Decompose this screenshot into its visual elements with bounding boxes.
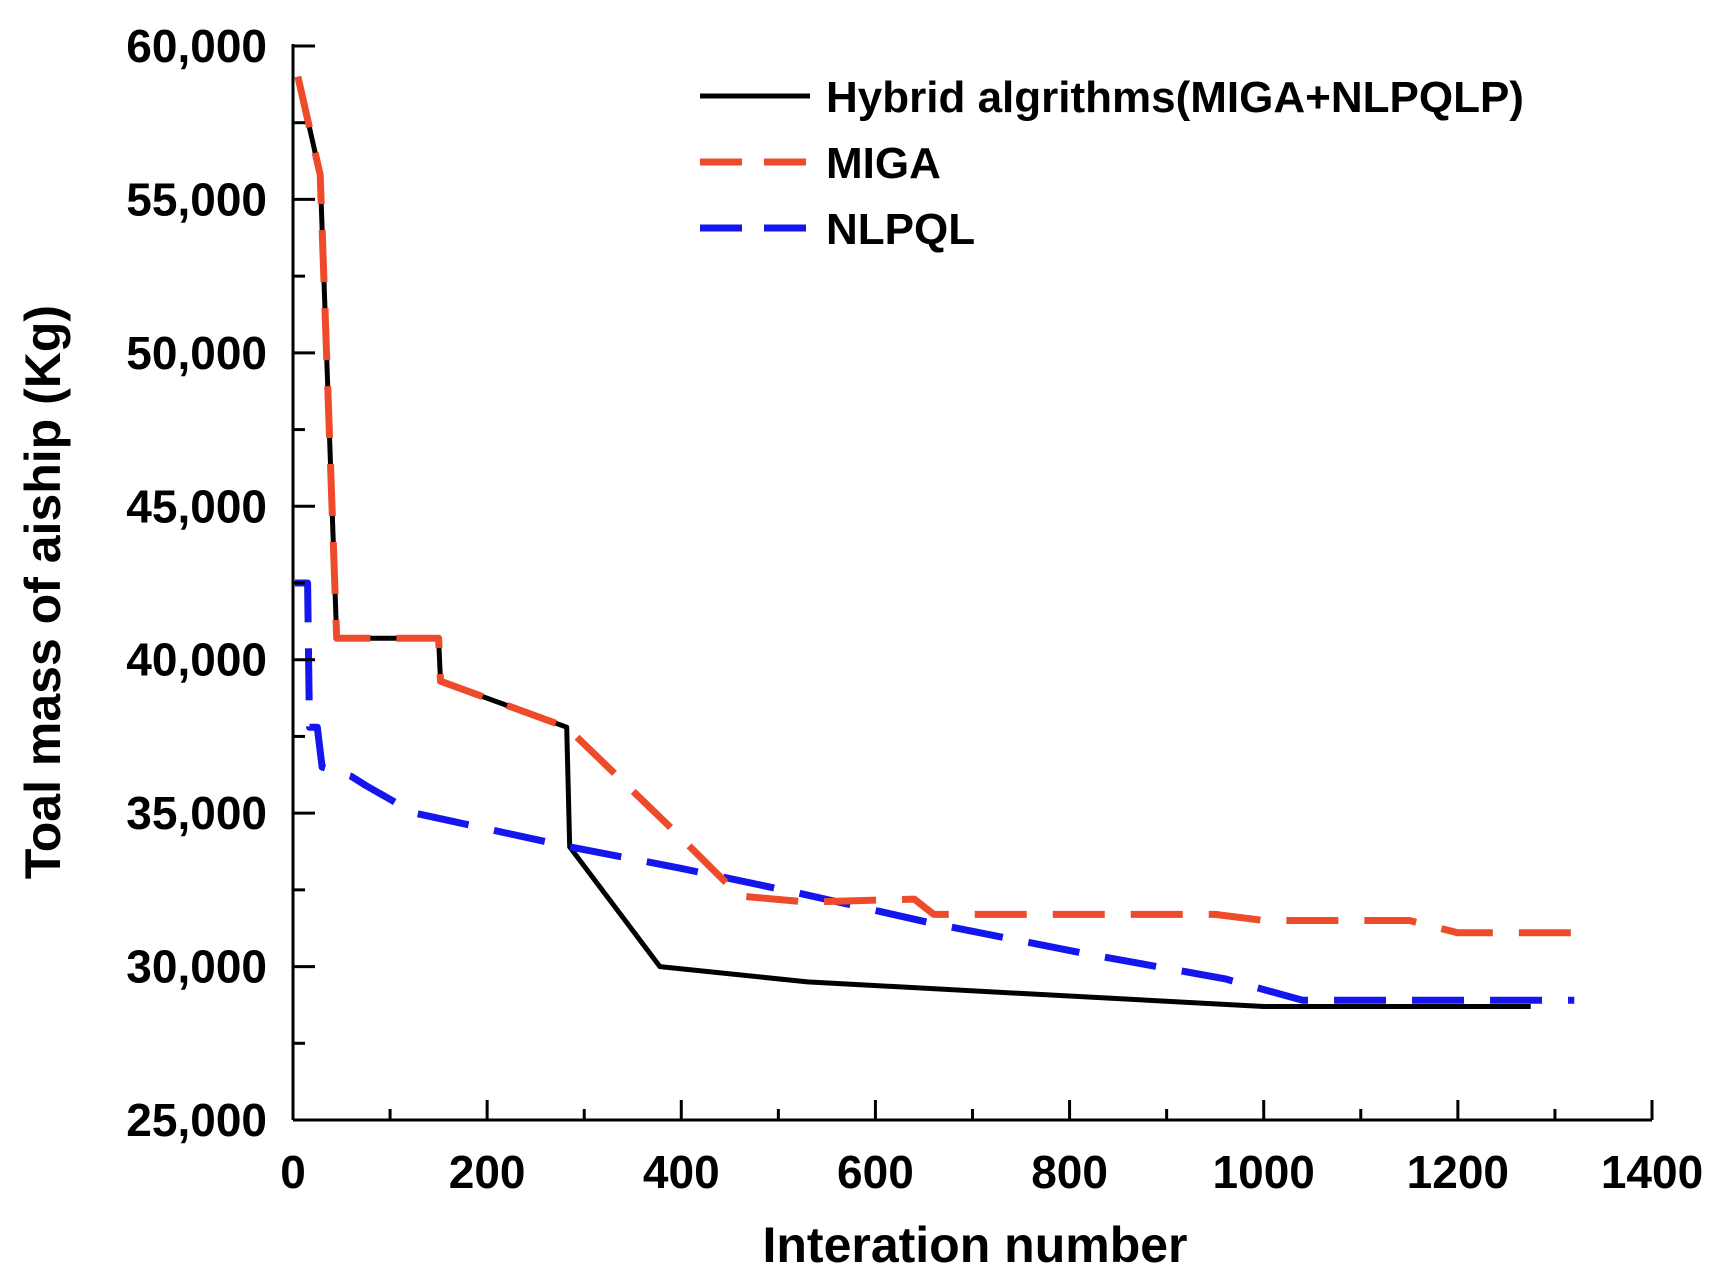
y-tick-label: 50,000 bbox=[126, 327, 267, 379]
x-tick-label: 0 bbox=[280, 1146, 306, 1198]
x-tick-label: 1000 bbox=[1213, 1146, 1315, 1198]
legend-label-2: MIGA bbox=[826, 139, 941, 188]
y-tick-label: 55,000 bbox=[126, 173, 267, 225]
y-tick-label: 25,000 bbox=[126, 1094, 267, 1146]
legend-label-1: Hybrid algrithms(MIGA+NLPQLP) bbox=[826, 73, 1524, 122]
x-axis-title: Interation number bbox=[762, 1217, 1187, 1273]
x-tick-label: 600 bbox=[837, 1146, 914, 1198]
y-tick-label: 40,000 bbox=[126, 634, 267, 686]
x-tick-label: 1400 bbox=[1601, 1146, 1703, 1198]
axes-layer: 0 200 400 600 800 1000 1200 1400 25,000 30,000 35,… bbox=[126, 20, 1703, 1198]
x-tick-label: 400 bbox=[643, 1146, 720, 1198]
y-tick-label: 35,000 bbox=[126, 787, 267, 839]
legend: Hybrid algrithms(MIGA+NLPQLP) MIGA NLPQL bbox=[700, 73, 1524, 254]
y-tick-label: 30,000 bbox=[126, 941, 267, 993]
series-line-3 bbox=[294, 579, 1575, 1004]
series-layer bbox=[294, 75, 1575, 1009]
series-line-2 bbox=[294, 75, 1575, 937]
legend-label-3: NLPQL bbox=[826, 205, 975, 254]
x-tick-label: 800 bbox=[1031, 1146, 1108, 1198]
y-tick-label: 45,000 bbox=[126, 480, 267, 532]
y-tick-label: 60,000 bbox=[126, 20, 267, 72]
x-tick-label: 1200 bbox=[1407, 1146, 1509, 1198]
x-tick-label: 200 bbox=[449, 1146, 526, 1198]
y-axis-title: Toal mass of aiship (Kg) bbox=[15, 305, 71, 879]
